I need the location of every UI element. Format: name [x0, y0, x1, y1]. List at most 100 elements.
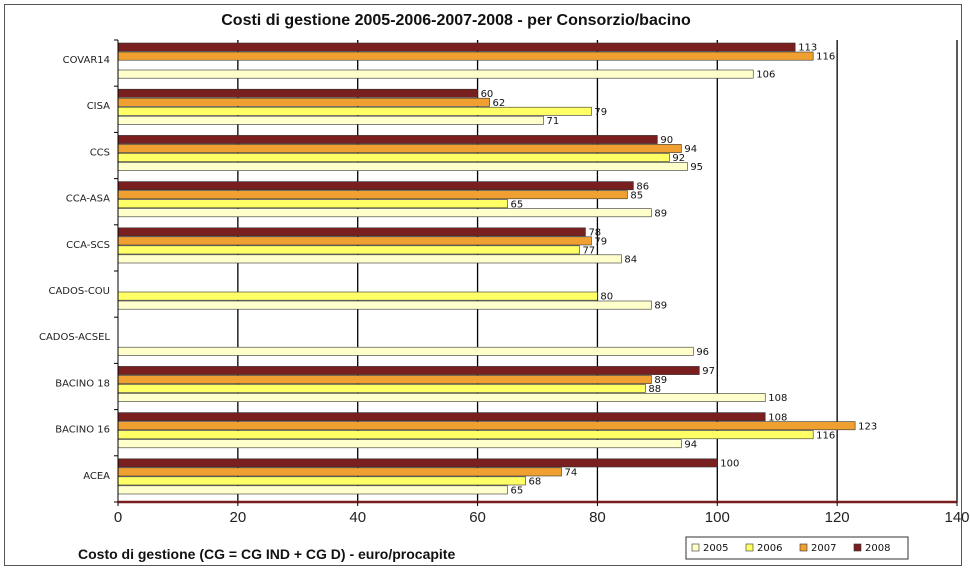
data-label-2006: 116 [816, 430, 835, 441]
data-label-2007: 74 [564, 468, 577, 479]
category-label: ACEA [83, 471, 110, 482]
data-label-2008: 60 [481, 89, 494, 100]
legend-swatch-2007 [799, 543, 808, 552]
category-label: CCA-SCS [66, 240, 110, 251]
bar-2006-acea [117, 476, 526, 486]
data-label-2007: 79 [594, 237, 607, 248]
bar-2006-bacino-16 [117, 430, 814, 440]
bar-2008-cca-scs [117, 227, 586, 237]
data-label-2005: 65 [511, 486, 524, 497]
legend-swatch-2006 [745, 543, 754, 552]
category-label: CCA-ASA [66, 194, 110, 205]
data-label-2005: 95 [690, 162, 703, 173]
data-label-2008: 97 [702, 366, 715, 377]
x-axis-label: Costo di gestione (CG = CG IND + CG D) -… [78, 546, 455, 562]
bar-2005-acea [117, 485, 508, 495]
category-label: BACINO 16 [55, 425, 110, 436]
bar-2005-ccs [117, 162, 688, 171]
data-label-2008: 108 [768, 412, 787, 423]
bar-2008-bacino-16 [117, 412, 766, 422]
bar-2006-bacino-18 [117, 384, 646, 393]
bar-2005-bacino-16 [117, 439, 682, 449]
bar-2007-cca-asa [117, 190, 628, 200]
legend: 2005 2006 2007 2008 [685, 536, 909, 560]
data-label-2005: 89 [654, 301, 667, 312]
data-label-2008: 90 [660, 135, 673, 146]
data-label-2005: 96 [696, 347, 709, 358]
data-label-2007: 116 [816, 52, 835, 63]
legend-label-2007: 2007 [811, 543, 836, 554]
data-label-2005: 94 [684, 439, 697, 450]
bar-2006-cca-scs [117, 245, 580, 255]
legend-swatch-2008 [853, 543, 862, 552]
legend-label-2005: 2005 [703, 543, 728, 554]
bar-2005-cados-acsel [117, 346, 694, 356]
bar-2006-ccs [117, 153, 670, 162]
bar-2007-cca-scs [117, 236, 592, 246]
x-tick-label: 80 [589, 509, 606, 526]
category-label: CCS [90, 147, 110, 158]
data-label-2008: 100 [720, 459, 739, 470]
bar-2006-cados-cou [117, 291, 598, 301]
x-tick-label: 60 [469, 509, 486, 526]
legend-box [685, 536, 909, 560]
category-label: CISA [87, 101, 110, 112]
data-label-2008: 113 [798, 43, 817, 54]
chart-title: Costi di gestione 2005-2006-2007-2008 - … [221, 12, 691, 29]
bar-2008-ccs [117, 135, 658, 144]
bar-2005-cados-cou [117, 300, 652, 310]
data-labels: 1131161066062797190949295868565897879778… [481, 43, 878, 497]
data-label-2007: 62 [493, 98, 506, 109]
bar-2008-acea [117, 458, 718, 468]
bar-2007-covar14 [117, 51, 814, 61]
x-tick-label: 0 [114, 509, 122, 526]
bar-2007-cisa [117, 97, 490, 107]
data-label-2006: 80 [600, 292, 613, 303]
category-labels: COVAR14 CISA CCS CCA-ASA CCA-SCS CADOS-COU CAD… [39, 55, 110, 482]
data-label-2008: 86 [636, 181, 649, 192]
category-label: COVAR14 [63, 55, 110, 66]
x-tick-label: 140 [944, 509, 969, 526]
bar-2008-covar14 [117, 42, 796, 52]
x-tick-label: 40 [349, 509, 366, 526]
data-label-2008: 78 [588, 228, 601, 239]
bar-2005-cca-asa [117, 208, 652, 218]
category-label: CADOS-ACSEL [39, 332, 110, 343]
data-label-2006: 92 [672, 153, 685, 164]
legend-label-2008: 2008 [865, 543, 890, 554]
bar-2007-bacino-18 [117, 375, 652, 384]
x-tick-label: 120 [825, 509, 850, 526]
bar-2007-acea [117, 467, 562, 477]
legend-swatch-2005 [691, 543, 700, 552]
tick-labels: 0 20 40 60 80 100 120 140 [114, 509, 970, 526]
bar-2005-covar14 [117, 69, 754, 79]
data-label-2007: 123 [858, 421, 877, 432]
data-label-2005: 84 [624, 255, 637, 266]
bar-2006-cca-asa [117, 199, 508, 209]
category-label: BACINO 18 [55, 378, 110, 389]
bar-2008-bacino-18 [117, 366, 700, 375]
data-label-2007: 85 [630, 190, 643, 201]
bar-2007-ccs [117, 144, 682, 153]
bar-2007-bacino-16 [117, 421, 856, 431]
bar-2008-cisa [117, 88, 478, 98]
data-label-2005: 108 [768, 393, 787, 404]
bar-2005-cisa [117, 115, 544, 125]
legend-label-2006: 2006 [757, 543, 782, 554]
data-label-2007: 94 [684, 144, 697, 155]
data-label-2005: 89 [654, 208, 667, 219]
bar-2005-cca-scs [117, 254, 622, 264]
bars [117, 42, 856, 495]
data-label-2006: 77 [582, 246, 595, 257]
data-label-2006: 88 [648, 384, 661, 395]
axes [114, 39, 958, 506]
data-label-2007: 89 [654, 375, 667, 386]
data-label-2006: 79 [594, 107, 607, 118]
data-label-2006: 68 [529, 477, 542, 488]
data-label-2005: 71 [546, 116, 559, 127]
data-label-2006: 65 [511, 199, 524, 210]
bar-2008-cca-asa [117, 181, 634, 191]
bar-2006-cisa [117, 106, 592, 116]
x-tick-label: 100 [705, 509, 730, 526]
